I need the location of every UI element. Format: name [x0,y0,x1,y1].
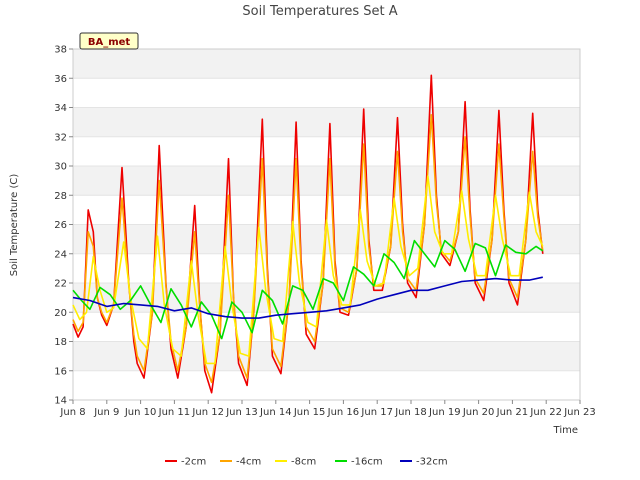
y-tick-label: 36 [54,74,67,85]
y-tick-label: 24 [54,249,67,260]
x-tick-label: Jun 11 [158,407,191,418]
legend-label: -8cm [291,457,316,468]
legend-item: -32cm [400,457,448,468]
x-tick-label: Jun 18 [394,407,427,418]
grid-band [73,49,580,79]
y-tick-label: 32 [54,132,67,143]
y-tick-label: 14 [54,396,67,407]
y-tick-label: 16 [54,366,67,377]
x-tick-label: Jun 20 [462,407,495,418]
site-label-badge: BA_met [79,32,139,50]
y-tick-label: 34 [54,103,67,114]
x-tick-label: Jun 21 [496,407,529,418]
y-tick-label: 26 [54,220,67,231]
x-tick-label: Jun 13 [225,407,258,418]
x-axis-title: Time [553,425,578,436]
x-tick-label: Jun 16 [327,407,360,418]
grid-band [73,107,580,137]
x-tick-label: Jun 17 [360,407,393,418]
x-tick-label: Jun 9 [93,407,119,418]
series-line-minus-16cm [72,239,544,340]
grid-band [73,341,580,371]
legend-label: -4cm [236,457,261,468]
chart-title: Soil Temperatures Set A [242,4,397,19]
grid-band [73,283,580,313]
x-tick-label: Jun 22 [529,407,562,418]
legend-item: -8cm [275,457,316,468]
legend-label: -16cm [351,457,383,468]
series-line-minus-4cm [72,114,544,384]
x-tick-label: Jun 10 [124,407,157,418]
site-label: BA_met [88,37,131,48]
x-axis-ticks: Jun 8 Jun 9 Jun 10 Jun 11 Jun 12 Jun 13 Jun 14… [59,400,596,418]
series-line-minus-8cm [72,175,544,365]
x-tick-label: Jun 23 [563,407,596,418]
site-label-box [79,32,139,50]
x-tick-label: Jun 12 [191,407,224,418]
y-axis-ticks: 14 16 18 20 22 24 26 28 30 32 34 36 38 [54,45,73,407]
legend-item: -16cm [335,457,383,468]
legend: -2cm -4cm -8cm -16cm -32cm [165,457,448,468]
y-axis-title: Soil Temperature (C) [9,174,20,277]
y-tick-label: 30 [54,162,67,173]
x-tick-label: Jun 14 [259,407,292,418]
legend-label: -32cm [416,457,448,468]
y-tick-label: 20 [54,308,67,319]
legend-item: -2cm [165,457,206,468]
x-tick-label: Jun 19 [428,407,461,418]
y-tick-label: 38 [54,45,67,56]
y-tick-label: 18 [54,337,67,348]
x-tick-label: Jun 15 [293,407,326,418]
series-lines [72,74,544,394]
y-tick-label: 28 [54,191,67,202]
series-line-minus-32cm [72,276,543,319]
legend-label: -2cm [181,457,206,468]
x-tick-label: Jun 8 [59,407,85,418]
legend-item: -4cm [220,457,261,468]
y-tick-label: 22 [54,279,67,290]
